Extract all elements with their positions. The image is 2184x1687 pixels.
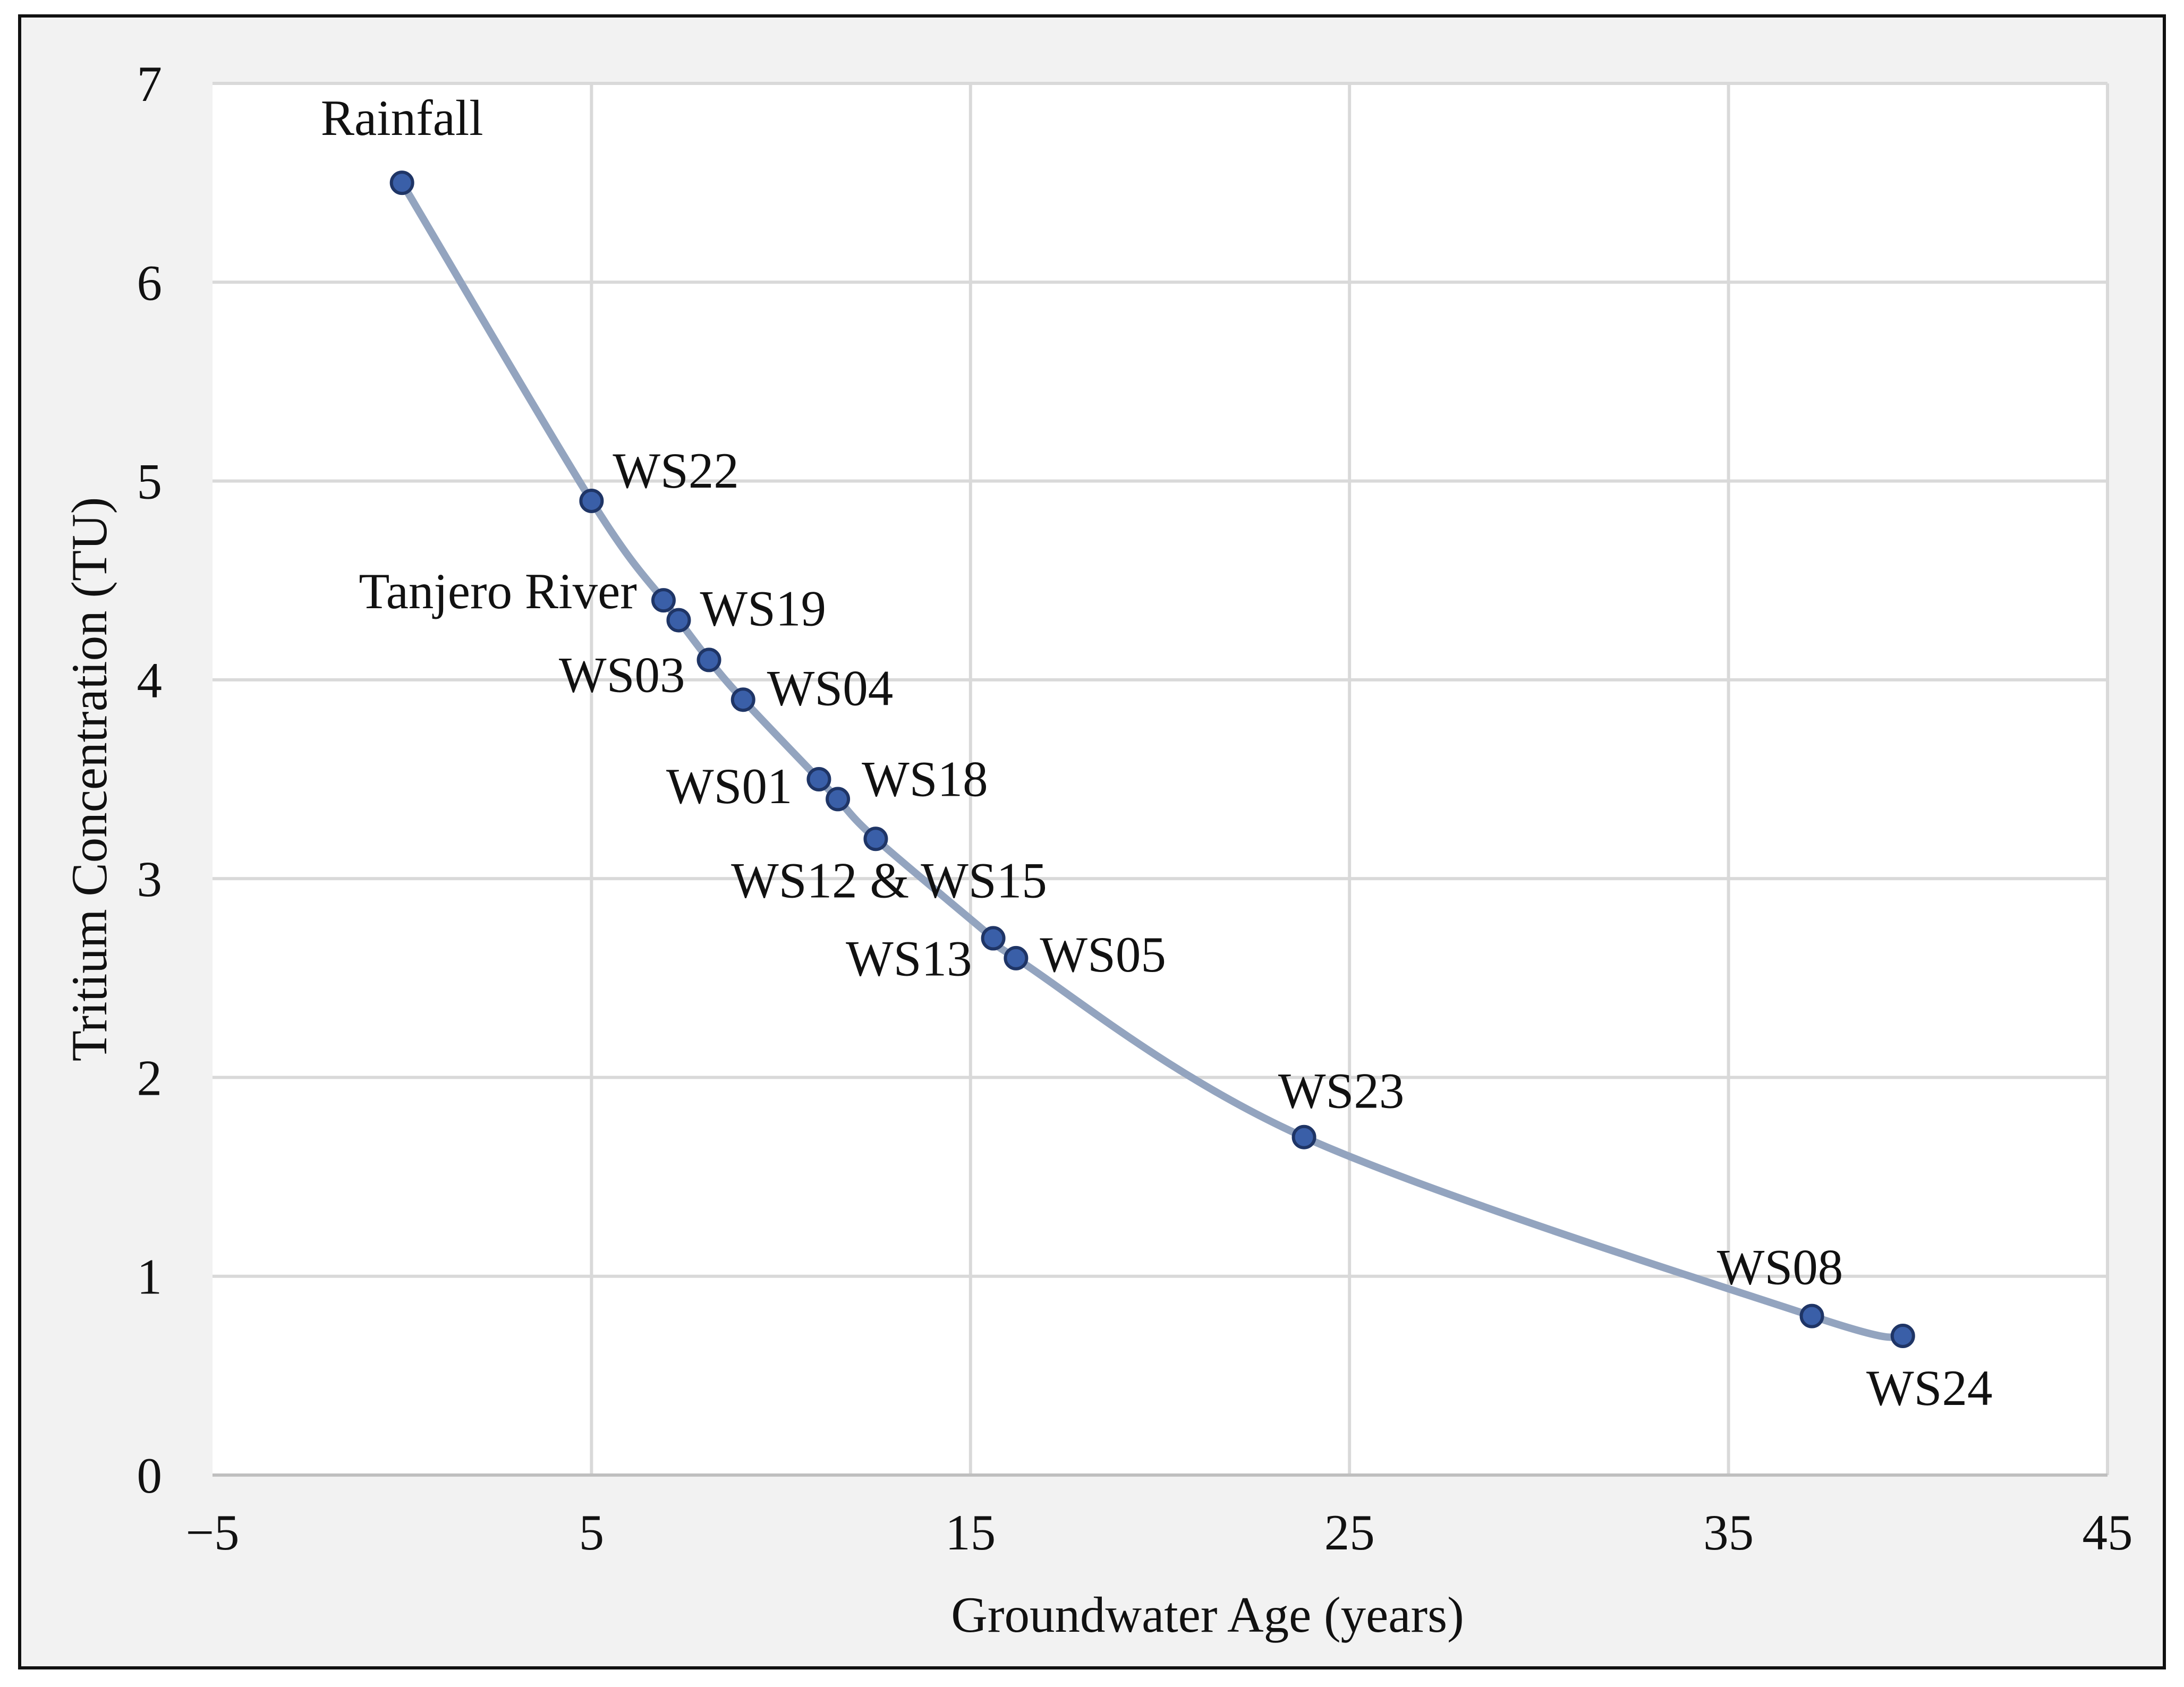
x-tick-label: 35 xyxy=(1703,1504,1754,1561)
y-tick-label: 5 xyxy=(137,454,163,510)
gridlines xyxy=(213,82,2109,1475)
x-tick-label: 25 xyxy=(1324,1504,1375,1561)
data-point xyxy=(1004,945,1029,970)
data-label: WS18 xyxy=(862,751,988,807)
data-point xyxy=(666,608,691,633)
data-label: WS03 xyxy=(559,646,685,703)
data-point xyxy=(651,588,676,613)
y-tick-labels: 0 1 2 3 4 5 6 7 xyxy=(137,56,163,1504)
y-tick-label: 3 xyxy=(137,851,163,907)
data-points xyxy=(389,171,1915,1348)
data-label: WS08 xyxy=(1717,1239,1843,1296)
x-tick-label: 5 xyxy=(579,1504,605,1561)
data-point xyxy=(579,489,604,513)
data-point xyxy=(696,647,721,672)
data-label: WS04 xyxy=(767,660,894,716)
x-tick-label: 15 xyxy=(945,1504,996,1561)
plot-area xyxy=(213,83,2107,1475)
y-tick-label: 6 xyxy=(137,254,163,311)
x-axis-title: Groundwater Age (years) xyxy=(951,1587,1464,1643)
y-tick-label: 0 xyxy=(137,1447,163,1504)
data-point xyxy=(826,787,851,812)
data-label: Rainfall xyxy=(321,90,483,146)
y-axis-title: Tritium Concentration (TU) xyxy=(61,497,117,1062)
data-point xyxy=(730,687,755,712)
x-tick-label: −5 xyxy=(185,1504,239,1561)
data-point xyxy=(806,767,831,791)
data-point xyxy=(1890,1324,1915,1348)
data-point xyxy=(1799,1303,1824,1328)
data-point xyxy=(389,171,414,195)
data-label: WS24 xyxy=(1866,1360,1993,1416)
y-tick-label: 1 xyxy=(137,1249,163,1305)
data-label: WS13 xyxy=(846,930,972,986)
data-label: WS05 xyxy=(1040,926,1166,983)
data-label: WS01 xyxy=(666,758,793,814)
x-tick-label: 45 xyxy=(2083,1504,2133,1561)
data-point xyxy=(863,827,888,851)
data-label: WS19 xyxy=(700,581,826,637)
y-tick-label: 4 xyxy=(137,652,163,709)
data-labels: Rainfall WS22 Tanjero River WS19 WS03 WS04 WS0… xyxy=(321,90,1993,1416)
data-label: Tanjero River xyxy=(359,563,637,619)
data-point xyxy=(1291,1124,1316,1149)
data-point xyxy=(981,926,1006,951)
x-tick-labels: −5 5 15 25 35 45 xyxy=(185,1504,2132,1561)
y-tick-label: 2 xyxy=(137,1050,163,1106)
data-label: WS12 & WS15 xyxy=(731,852,1047,908)
y-tick-label: 7 xyxy=(137,56,163,112)
data-label: WS23 xyxy=(1278,1063,1405,1119)
data-label: WS22 xyxy=(613,442,739,499)
